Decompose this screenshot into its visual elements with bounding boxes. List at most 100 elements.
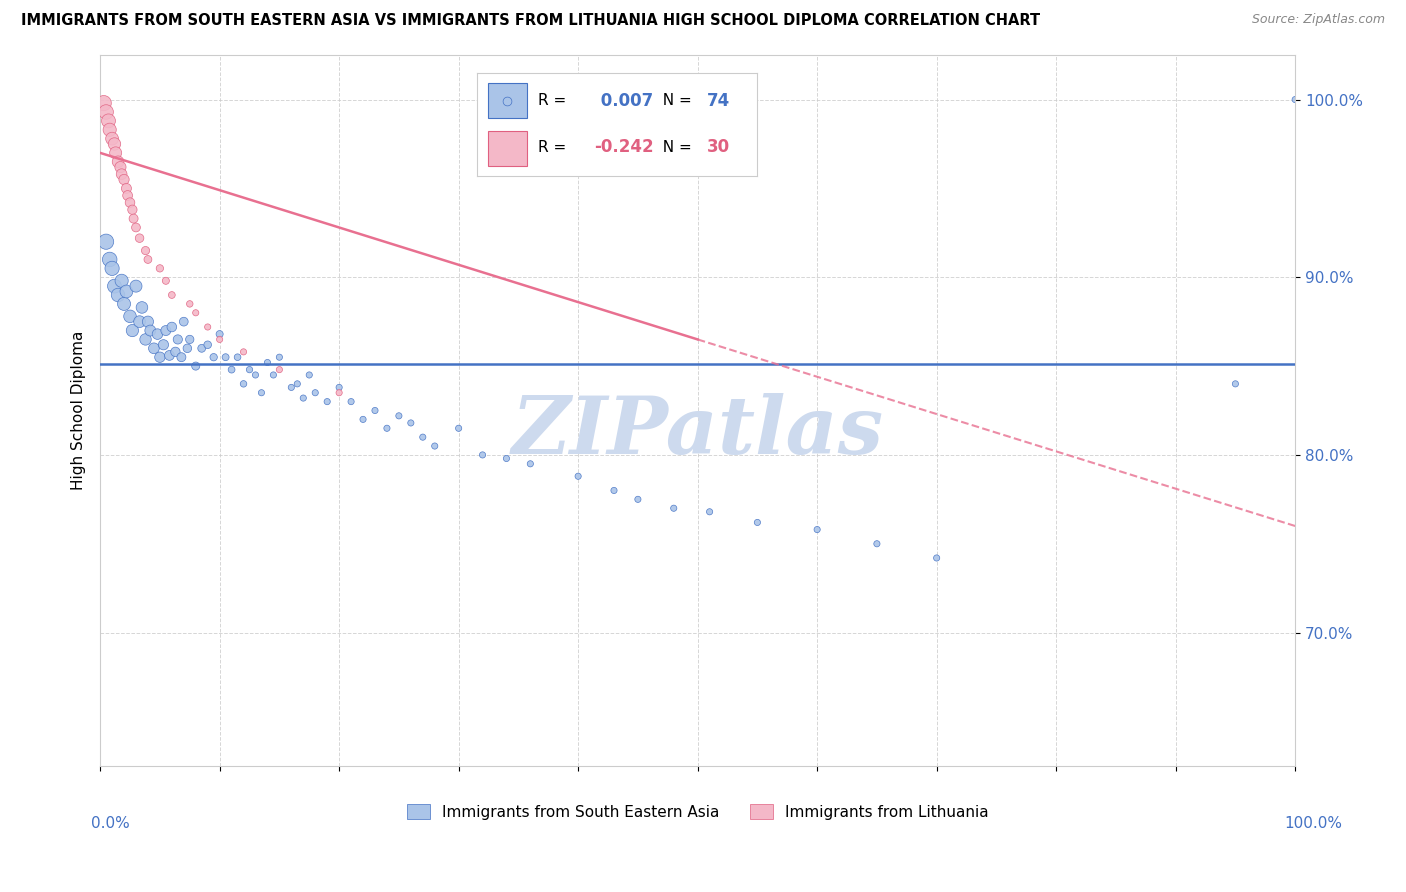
Point — [111, 274, 134, 288]
Point — [627, 492, 650, 507]
Point — [135, 244, 157, 258]
Point — [136, 315, 159, 329]
Point — [806, 523, 828, 537]
Point — [173, 315, 195, 329]
Point — [93, 96, 115, 111]
Point — [747, 516, 769, 530]
Point — [152, 338, 174, 352]
Point — [107, 154, 129, 169]
Point — [285, 376, 308, 391]
Point — [131, 301, 153, 315]
Point — [165, 344, 187, 359]
Point — [262, 368, 284, 382]
Point — [316, 394, 339, 409]
Point — [245, 368, 267, 382]
Point — [160, 320, 183, 334]
Point — [250, 385, 273, 400]
Point — [298, 368, 321, 382]
Point — [866, 537, 889, 551]
Point — [179, 333, 201, 347]
Point — [176, 341, 198, 355]
Point — [98, 122, 121, 136]
Point — [107, 288, 129, 302]
Point — [519, 457, 541, 471]
Point — [101, 131, 124, 145]
Point — [179, 297, 201, 311]
Point — [1284, 93, 1306, 107]
Point — [352, 412, 374, 426]
Point — [388, 409, 411, 423]
Point — [375, 421, 398, 435]
Point — [118, 195, 141, 210]
Point — [328, 385, 350, 400]
Point — [117, 188, 139, 202]
Point — [121, 202, 143, 217]
Point — [94, 235, 117, 249]
Point — [232, 376, 254, 391]
Point — [101, 261, 124, 276]
Point — [184, 359, 207, 373]
Y-axis label: High School Diploma: High School Diploma — [72, 331, 86, 491]
Point — [197, 320, 219, 334]
Point — [423, 439, 446, 453]
Point — [364, 403, 387, 417]
Point — [135, 333, 157, 347]
Point — [112, 172, 135, 186]
Point — [190, 341, 212, 355]
Point — [221, 362, 243, 376]
Point — [121, 324, 143, 338]
Point — [104, 145, 127, 160]
Text: Source: ZipAtlas.com: Source: ZipAtlas.com — [1251, 13, 1385, 27]
Point — [226, 350, 249, 364]
Point — [1225, 376, 1247, 391]
Point — [94, 105, 117, 120]
Point — [166, 333, 188, 347]
Point — [208, 333, 231, 347]
Point — [155, 324, 177, 338]
Point — [125, 279, 148, 293]
Point — [328, 380, 350, 394]
Point — [269, 362, 291, 376]
Point — [238, 362, 260, 376]
Point — [149, 350, 172, 364]
Point — [139, 324, 162, 338]
Point — [98, 252, 121, 267]
Text: 100.0%: 100.0% — [1285, 816, 1343, 831]
Text: IMMIGRANTS FROM SOUTH EASTERN ASIA VS IMMIGRANTS FROM LITHUANIA HIGH SCHOOL DIPL: IMMIGRANTS FROM SOUTH EASTERN ASIA VS IM… — [21, 13, 1040, 29]
Point — [412, 430, 434, 444]
Point — [128, 231, 150, 245]
Point — [399, 416, 422, 430]
Point — [184, 306, 207, 320]
Legend: Immigrants from South Eastern Asia, Immigrants from Lithuania: Immigrants from South Eastern Asia, Immi… — [401, 797, 994, 826]
Point — [202, 350, 225, 364]
Point — [340, 394, 363, 409]
Point — [142, 341, 165, 355]
Point — [603, 483, 626, 498]
Point — [214, 350, 236, 364]
Point — [159, 348, 181, 362]
Text: 0.0%: 0.0% — [91, 816, 131, 831]
Text: ZIPatlas: ZIPatlas — [512, 393, 884, 471]
Point — [232, 344, 254, 359]
Point — [149, 261, 172, 276]
Point — [125, 220, 148, 235]
Point — [115, 285, 138, 299]
Point — [111, 167, 134, 181]
Point — [471, 448, 494, 462]
Point — [103, 136, 125, 151]
Point — [128, 315, 150, 329]
Point — [97, 114, 120, 128]
Point — [495, 451, 517, 466]
Point — [112, 297, 135, 311]
Point — [304, 385, 326, 400]
Point — [110, 160, 132, 174]
Point — [118, 310, 141, 324]
Point — [567, 469, 589, 483]
Point — [447, 421, 470, 435]
Point — [699, 505, 721, 519]
Point — [146, 327, 169, 342]
Point — [160, 288, 183, 302]
Point — [197, 338, 219, 352]
Point — [280, 380, 302, 394]
Point — [136, 252, 159, 267]
